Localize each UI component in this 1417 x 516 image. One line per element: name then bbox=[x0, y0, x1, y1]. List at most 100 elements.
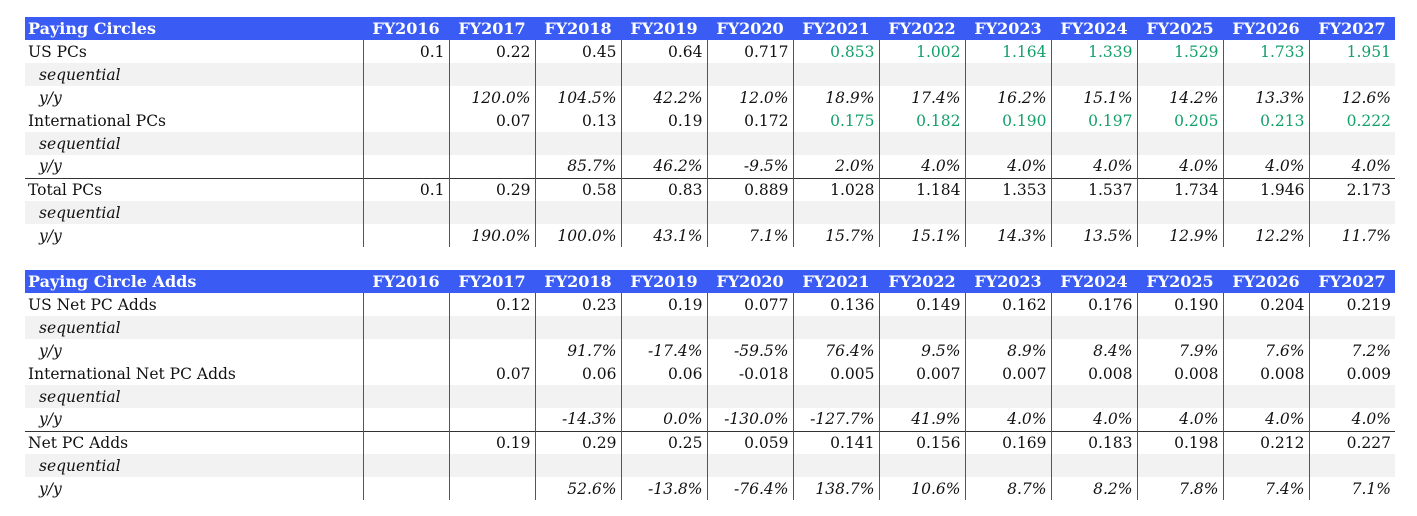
value-cell[interactable] bbox=[1222, 454, 1309, 477]
value-cell[interactable]: 0.07 bbox=[448, 109, 535, 132]
value-cell[interactable]: 0.222 bbox=[1308, 109, 1395, 132]
value-cell[interactable]: 10.6% bbox=[878, 477, 965, 500]
value-cell[interactable] bbox=[448, 132, 535, 155]
year-header[interactable]: FY2019 bbox=[621, 17, 707, 40]
value-cell[interactable] bbox=[878, 201, 965, 224]
row-label[interactable]: y/y bbox=[39, 226, 62, 245]
value-cell[interactable] bbox=[1222, 201, 1309, 224]
value-cell[interactable]: 13.3% bbox=[1222, 86, 1309, 109]
value-cell[interactable]: 8.7% bbox=[964, 477, 1051, 500]
value-cell[interactable] bbox=[362, 86, 449, 109]
value-cell[interactable] bbox=[1308, 454, 1395, 477]
value-cell[interactable] bbox=[362, 430, 449, 454]
value-cell[interactable] bbox=[448, 339, 535, 362]
value-cell[interactable]: 7.8% bbox=[1136, 477, 1223, 500]
value-cell[interactable]: 0.58 bbox=[534, 177, 621, 201]
value-cell[interactable]: 0.005 bbox=[792, 362, 879, 385]
value-cell[interactable]: 0.175 bbox=[792, 109, 879, 132]
value-cell[interactable] bbox=[1222, 132, 1309, 155]
value-cell[interactable] bbox=[1136, 316, 1223, 339]
row-label[interactable]: Total PCs bbox=[25, 177, 363, 201]
value-cell[interactable]: 43.1% bbox=[620, 224, 707, 247]
value-cell[interactable]: 41.9% bbox=[878, 408, 965, 431]
value-cell[interactable]: 2.0% bbox=[792, 155, 879, 178]
value-cell[interactable]: 12.6% bbox=[1308, 86, 1395, 109]
value-cell[interactable]: 91.7% bbox=[534, 339, 621, 362]
table-title[interactable]: Paying Circle Adds bbox=[25, 270, 363, 293]
value-cell[interactable] bbox=[620, 63, 707, 86]
value-cell[interactable]: 7.1% bbox=[706, 224, 793, 247]
value-cell[interactable]: 0.853 bbox=[792, 40, 879, 63]
value-cell[interactable]: 0.182 bbox=[878, 109, 965, 132]
value-cell[interactable] bbox=[792, 201, 879, 224]
value-cell[interactable]: 0.19 bbox=[448, 430, 535, 454]
value-cell[interactable] bbox=[706, 132, 793, 155]
value-cell[interactable]: 1.339 bbox=[1050, 40, 1137, 63]
value-cell[interactable]: 9.5% bbox=[878, 339, 965, 362]
value-cell[interactable]: 104.5% bbox=[534, 86, 621, 109]
value-cell[interactable] bbox=[448, 408, 535, 431]
value-cell[interactable]: 15.1% bbox=[1050, 86, 1137, 109]
value-cell[interactable] bbox=[1136, 385, 1223, 408]
row-label[interactable]: sequential bbox=[25, 201, 363, 224]
year-header[interactable]: FY2016 bbox=[363, 17, 449, 40]
year-header[interactable]: FY2025 bbox=[1137, 17, 1223, 40]
value-cell[interactable] bbox=[362, 339, 449, 362]
value-cell[interactable]: 52.6% bbox=[534, 477, 621, 500]
value-cell[interactable]: 190.0% bbox=[448, 224, 535, 247]
row-label[interactable]: sequential bbox=[25, 132, 363, 155]
value-cell[interactable] bbox=[620, 454, 707, 477]
value-cell[interactable]: 1.529 bbox=[1136, 40, 1223, 63]
value-cell[interactable]: 13.5% bbox=[1050, 224, 1137, 247]
value-cell[interactable]: -76.4% bbox=[706, 477, 793, 500]
value-cell[interactable] bbox=[362, 477, 449, 500]
value-cell[interactable]: 12.9% bbox=[1136, 224, 1223, 247]
value-cell[interactable]: 0.12 bbox=[448, 293, 535, 316]
value-cell[interactable]: -0.018 bbox=[706, 362, 793, 385]
value-cell[interactable] bbox=[362, 454, 449, 477]
value-cell[interactable] bbox=[362, 408, 449, 431]
value-cell[interactable]: 7.2% bbox=[1308, 339, 1395, 362]
value-cell[interactable]: 15.1% bbox=[878, 224, 965, 247]
value-cell[interactable] bbox=[620, 385, 707, 408]
value-cell[interactable]: 0.204 bbox=[1222, 293, 1309, 316]
row-label[interactable]: y/y bbox=[39, 410, 62, 429]
value-cell[interactable]: 0.212 bbox=[1222, 430, 1309, 454]
value-cell[interactable] bbox=[1050, 63, 1137, 86]
value-cell[interactable]: 8.9% bbox=[964, 339, 1051, 362]
value-cell[interactable] bbox=[448, 477, 535, 500]
value-cell[interactable] bbox=[534, 132, 621, 155]
value-cell[interactable]: 1.164 bbox=[964, 40, 1051, 63]
value-cell[interactable]: 0.213 bbox=[1222, 109, 1309, 132]
value-cell[interactable]: 4.0% bbox=[1050, 408, 1137, 431]
value-cell[interactable] bbox=[620, 132, 707, 155]
value-cell[interactable]: 0.172 bbox=[706, 109, 793, 132]
value-cell[interactable] bbox=[792, 454, 879, 477]
value-cell[interactable]: 1.946 bbox=[1222, 177, 1309, 201]
value-cell[interactable]: 0.1 bbox=[362, 177, 449, 201]
value-cell[interactable]: 7.6% bbox=[1222, 339, 1309, 362]
value-cell[interactable]: 46.2% bbox=[620, 155, 707, 178]
value-cell[interactable]: 0.0% bbox=[620, 408, 707, 431]
value-cell[interactable] bbox=[1222, 385, 1309, 408]
value-cell[interactable] bbox=[878, 454, 965, 477]
value-cell[interactable] bbox=[1050, 454, 1137, 477]
value-cell[interactable]: -14.3% bbox=[534, 408, 621, 431]
value-cell[interactable] bbox=[878, 316, 965, 339]
row-label[interactable]: US PCs bbox=[28, 42, 87, 61]
value-cell[interactable]: 1.951 bbox=[1308, 40, 1395, 63]
value-cell[interactable] bbox=[878, 385, 965, 408]
value-cell[interactable] bbox=[362, 63, 449, 86]
row-label[interactable]: y/y bbox=[39, 341, 62, 360]
value-cell[interactable]: 0.190 bbox=[1136, 293, 1223, 316]
value-cell[interactable]: 138.7% bbox=[792, 477, 879, 500]
year-header[interactable]: FY2024 bbox=[1051, 270, 1137, 293]
value-cell[interactable]: 8.4% bbox=[1050, 339, 1137, 362]
value-cell[interactable] bbox=[964, 385, 1051, 408]
value-cell[interactable] bbox=[1136, 454, 1223, 477]
value-cell[interactable] bbox=[706, 63, 793, 86]
value-cell[interactable]: 1.028 bbox=[792, 177, 879, 201]
row-label[interactable]: US Net PC Adds bbox=[28, 295, 157, 314]
value-cell[interactable]: 0.007 bbox=[964, 362, 1051, 385]
value-cell[interactable] bbox=[534, 385, 621, 408]
